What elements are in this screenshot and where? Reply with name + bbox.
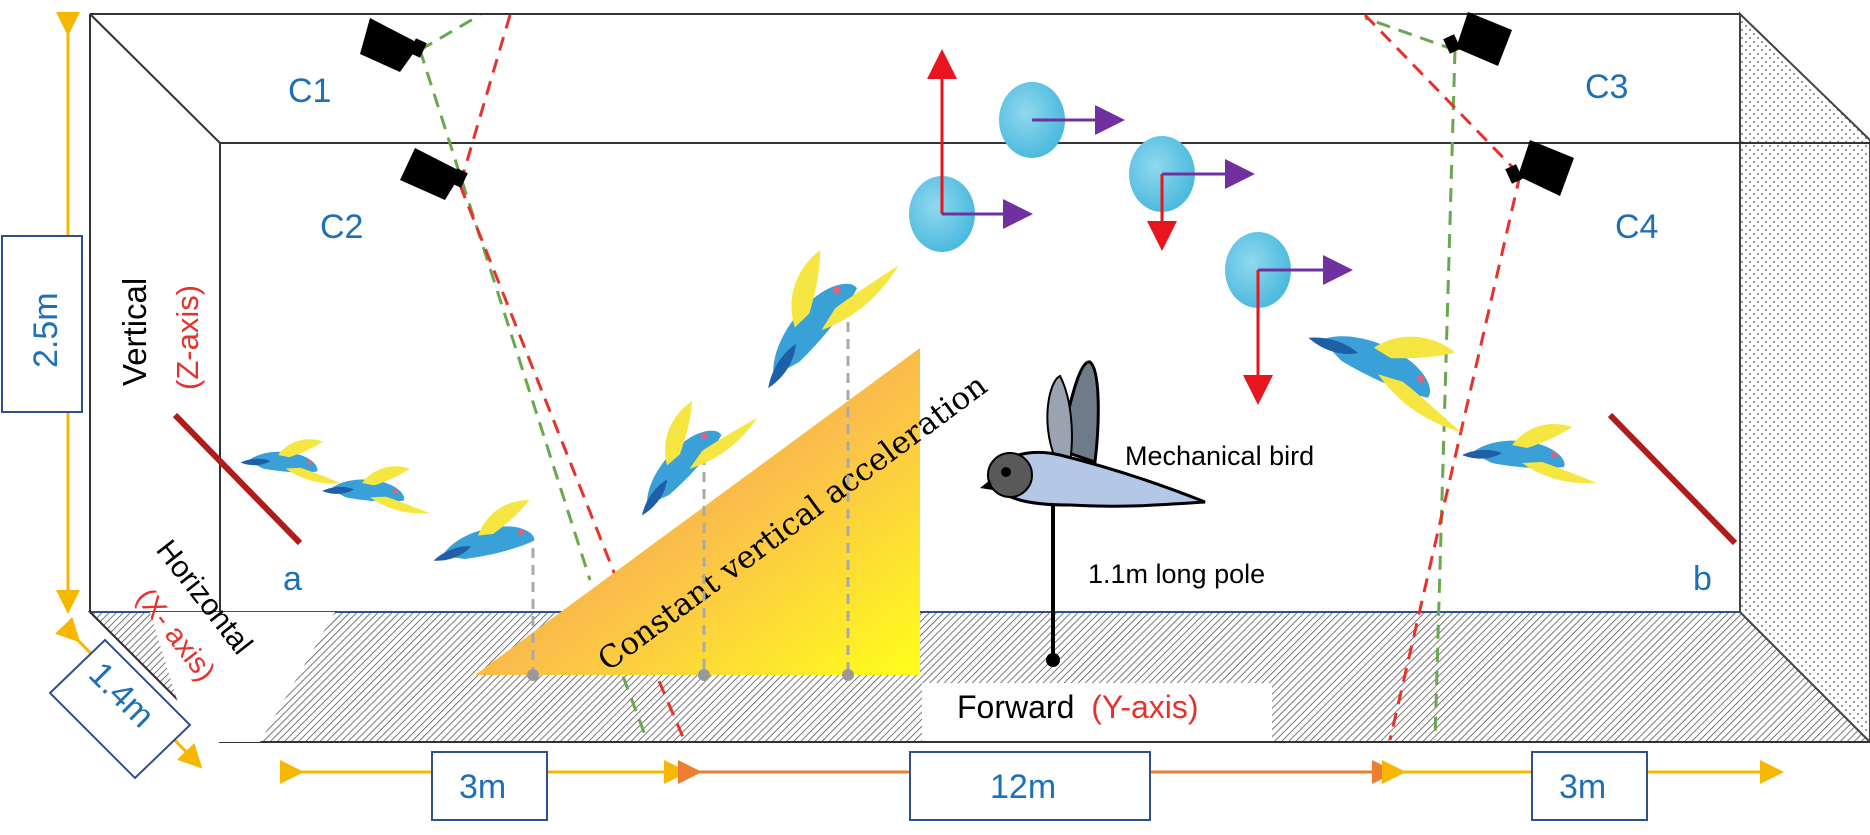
bird-drop-points bbox=[527, 669, 854, 681]
acceleration-ramp bbox=[475, 348, 920, 675]
camera-c1-icon bbox=[360, 18, 427, 72]
vertical-axis-word: Vertical bbox=[116, 278, 153, 386]
length-left-dimension: 3m bbox=[459, 768, 506, 806]
bird-drop-lines bbox=[531, 305, 850, 673]
camera-sight-lines bbox=[418, 13, 1522, 743]
camera-c4-icon bbox=[1505, 140, 1574, 196]
length-middle-dimension: 12m bbox=[990, 768, 1056, 806]
perch-b bbox=[1607, 412, 1738, 546]
parrot-4-icon bbox=[641, 401, 758, 516]
forward-axis-name: (Y-axis) bbox=[1091, 689, 1198, 725]
end-label-b: b bbox=[1693, 560, 1712, 598]
parrot-5-icon bbox=[768, 250, 899, 389]
camera-c3-icon bbox=[1443, 12, 1512, 66]
pole-base bbox=[1046, 653, 1060, 667]
forward-label-backdrop bbox=[922, 683, 1272, 741]
vertical-axis-name: (Z-axis) bbox=[170, 285, 205, 390]
mechanical-bird-icon bbox=[980, 360, 1206, 508]
parrot-2-icon bbox=[322, 466, 430, 514]
camera-c4-label: C4 bbox=[1615, 208, 1658, 246]
end-label-a: a bbox=[283, 560, 302, 598]
pole-label: 1.1m long pole bbox=[1088, 559, 1265, 589]
perch-a bbox=[172, 412, 303, 546]
tunnel-end-wall bbox=[1739, 11, 1870, 744]
height-dimension: 2.5m bbox=[27, 292, 65, 368]
forward-axis-word: Forward bbox=[957, 689, 1074, 725]
length-right-dimension: 3m bbox=[1559, 768, 1606, 806]
camera-c1-label: C1 bbox=[288, 72, 331, 110]
camera-c3-label: C3 bbox=[1585, 68, 1628, 106]
forward-axis-label: Forward (Y-axis) bbox=[957, 689, 1199, 725]
parrot-7-icon bbox=[1462, 424, 1597, 484]
parrot-1-icon bbox=[240, 439, 342, 484]
motion-balls bbox=[909, 82, 1291, 308]
dimension-boxes bbox=[1, 235, 1648, 821]
parrot-3-icon bbox=[433, 499, 535, 561]
parrot-6-icon bbox=[1308, 336, 1461, 432]
force-arrows bbox=[927, 49, 1353, 405]
camera-c2-label: C2 bbox=[320, 208, 363, 246]
mechanical-bird-label: Mechanical bird bbox=[1125, 441, 1314, 471]
camera-c2-icon bbox=[400, 148, 468, 200]
